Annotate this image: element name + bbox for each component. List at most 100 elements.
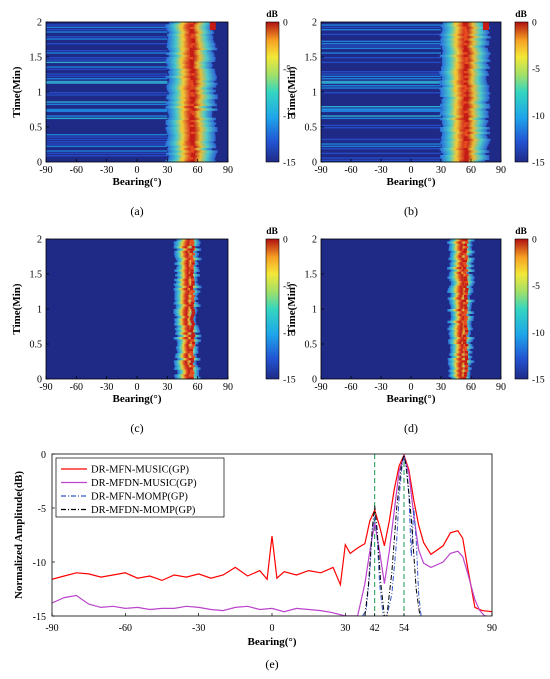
- heatmap-cell: [463, 248, 468, 251]
- heatmap-cell: [189, 274, 193, 277]
- heatmap-cell: [190, 372, 195, 375]
- colorbar-tick-label: -15: [283, 159, 296, 169]
- heatmap-cell: [177, 341, 199, 345]
- y-tick-label: 1.5: [30, 270, 43, 281]
- heatmap-cell: [176, 348, 199, 352]
- heatmap-cell: [46, 50, 168, 52]
- heatmap-cell: [46, 117, 168, 120]
- heatmap-cell: [321, 43, 441, 45]
- heatmap-cell: [46, 57, 168, 59]
- heatmap-cell: [189, 117, 193, 121]
- heatmap-cell: [190, 120, 195, 123]
- heatmap-cell: [182, 99, 186, 102]
- heatmap-cell: [173, 302, 199, 305]
- heatmap-cell: [175, 353, 197, 356]
- heatmap-cell: [321, 85, 441, 87]
- heatmap-cell: [191, 334, 196, 338]
- heatmap-cell: [174, 255, 198, 258]
- heatmap-cell: [174, 374, 200, 377]
- heatmap-cell: [191, 43, 195, 46]
- heatmap-cell: [463, 285, 467, 289]
- heatmap-cell: [190, 239, 194, 242]
- heatmap-cell: [168, 113, 213, 116]
- heatmap-cell: [46, 108, 168, 111]
- heatmap-cell: [181, 159, 185, 163]
- heatmap-cell: [180, 129, 183, 132]
- heatmap-cell: [462, 376, 467, 380]
- heatmap-cell: [165, 52, 215, 55]
- heatmap-cell: [463, 50, 467, 53]
- heatmap-cell: [181, 33, 185, 37]
- y-axis-label: Time(Min): [11, 283, 23, 334]
- heatmap-cell: [174, 295, 198, 298]
- heatmap-cell: [180, 157, 183, 160]
- heatmap-cell: [465, 274, 469, 277]
- heatmap-cell: [174, 376, 201, 380]
- x-tick-label: -30: [100, 165, 113, 176]
- panel-caption: (d): [404, 421, 418, 435]
- heatmap-cell: [181, 85, 185, 88]
- heatmap-cell: [191, 253, 196, 256]
- heatmap-cell: [450, 295, 470, 298]
- heatmap-cell: [180, 92, 184, 95]
- heatmap-cell: [463, 295, 468, 298]
- heatmap-cell: [190, 85, 195, 88]
- heatmap-cell: [455, 64, 458, 67]
- heatmap-cell: [180, 59, 183, 62]
- heatmap-cell: [191, 108, 196, 111]
- y-tick-label: 1: [312, 88, 317, 99]
- y-axis-label: Time(Min): [11, 66, 23, 117]
- heatmap-cell: [462, 89, 467, 93]
- colorbar-tick-label: -10: [283, 329, 296, 339]
- y-tick-label: 0: [37, 158, 42, 169]
- heatmap-cell: [181, 78, 185, 81]
- heatmap-cell: [46, 145, 168, 148]
- heatmap-cell: [447, 309, 471, 312]
- heatmap-cell: [175, 306, 197, 310]
- heatmap-cell: [321, 33, 441, 36]
- line-chart-e: -90 -60 -30 0 30 42 54 90 0 -5 -10 -15 Bearing(°) Nor…: [13, 450, 497, 671]
- y-tick-label: 0.5: [30, 123, 43, 134]
- x-tick-label: 0: [409, 382, 414, 393]
- heatmap-cell: [462, 94, 467, 97]
- y-axis-label: Normalized Amplitude(dB): [13, 471, 25, 599]
- heatmap-cell: [46, 110, 168, 113]
- heatmap-cell: [448, 325, 472, 328]
- heatmap-cell: [46, 29, 168, 31]
- heatmap-cell: [174, 318, 196, 321]
- heatmap-cell: [189, 138, 194, 142]
- y-axis-label: Time(Min): [286, 283, 298, 334]
- heatmap-cell: [464, 344, 469, 347]
- heatmap-cell: [448, 274, 474, 277]
- heatmap-cell: [181, 145, 184, 149]
- heatmap-cell: [190, 325, 195, 328]
- colorbar-title: dB: [515, 227, 527, 237]
- heatmap-cell: [449, 271, 470, 275]
- heatmap-cell: [448, 369, 471, 373]
- heatmap-cell: [191, 73, 195, 76]
- heatmap-cell: [456, 159, 459, 163]
- heatmap-cell: [447, 276, 475, 279]
- heatmap-cell: [465, 288, 469, 291]
- heatmap-cell: [191, 246, 196, 249]
- y-tick-label: -15: [33, 612, 46, 623]
- heatmap-cell: [321, 145, 441, 148]
- heatmap-cell: [190, 276, 194, 279]
- heatmap-cell: [453, 22, 457, 25]
- heatmap-cell: [182, 68, 185, 72]
- heatmap-cell: [46, 134, 168, 136]
- heatmap-cell: [190, 89, 195, 93]
- heatmap-cell: [453, 73, 457, 76]
- heatmap-cell: [191, 295, 196, 298]
- x-axis-label: Bearing(°): [386, 176, 435, 188]
- x-tick-label: 60: [466, 382, 476, 393]
- heatmap-cell: [463, 372, 468, 375]
- heatmap-cell: [189, 362, 193, 366]
- heatmap-cell: [462, 22, 467, 25]
- x-tick-label: 0: [409, 165, 414, 176]
- heatmap-cell: [463, 145, 468, 149]
- legend-label: DR-MFN-MOMP(GP): [91, 492, 188, 503]
- x-tick-label: -90: [39, 165, 52, 176]
- heatmap-cell: [177, 276, 198, 279]
- y-tick-label: 2: [37, 235, 42, 246]
